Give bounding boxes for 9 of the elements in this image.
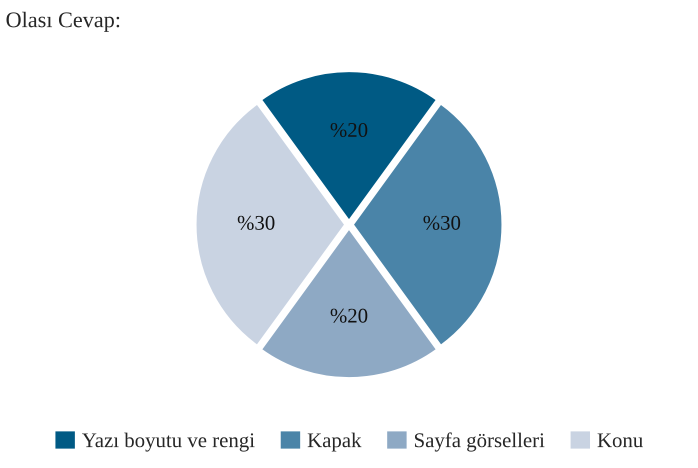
legend-label: Kapak xyxy=(308,432,362,452)
data-label: %20 xyxy=(330,308,368,323)
data-label: %30 xyxy=(423,216,460,230)
data-label: %20 xyxy=(330,122,368,138)
legend-label: Konu xyxy=(598,433,643,448)
data-label: %30 xyxy=(238,216,274,230)
chart-title: Olası Cevap: xyxy=(6,12,120,32)
legend-label: Yazı boyutu ve rengi xyxy=(82,432,255,452)
legend-label: Sayfa görselleri xyxy=(414,432,544,452)
